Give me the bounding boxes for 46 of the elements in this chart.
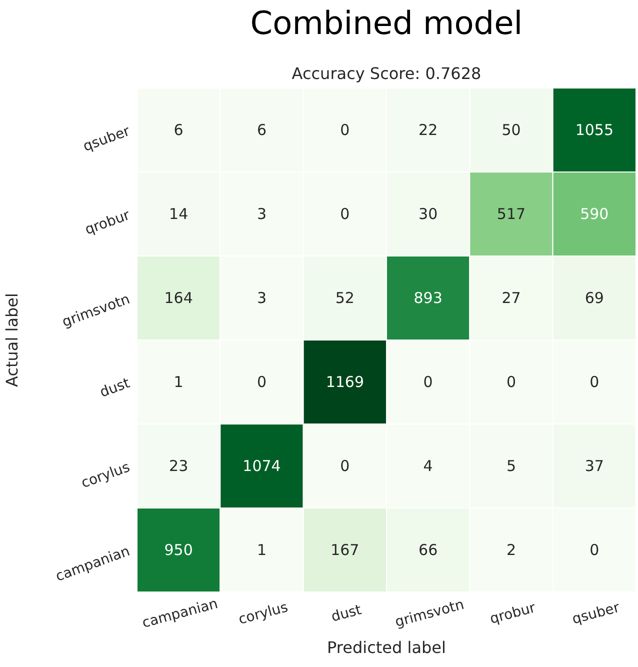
data-label: 164 [164, 289, 193, 307]
data-label: 5 [506, 457, 516, 475]
data-label: 27 [502, 289, 521, 307]
y-axis-title: Actual label [2, 293, 22, 387]
data-label: 14 [169, 205, 188, 223]
data-label: 0 [256, 373, 267, 391]
data-label: 6 [174, 121, 184, 139]
x-tick-label: qrobur [488, 600, 538, 628]
data-label: 517 [496, 205, 526, 223]
data-label: 50 [502, 121, 521, 139]
data-label: 893 [414, 289, 442, 307]
data-label: 2 [506, 541, 516, 559]
data-label: 3 [256, 289, 267, 307]
data-label: 69 [584, 289, 604, 307]
data-label: 167 [330, 541, 360, 559]
data-label: 1 [256, 541, 267, 559]
data-label: 23 [169, 457, 188, 475]
x-axis-title: Predicted label [327, 638, 446, 657]
data-label: 1074 [242, 457, 281, 475]
data-label: 6 [256, 121, 267, 139]
data-label: 1055 [575, 121, 614, 139]
data-label: 22 [418, 121, 438, 139]
data-label: 37 [584, 457, 604, 475]
x-tick-label: corylus [236, 599, 290, 628]
chart-subtitle: Accuracy Score: 0.7628 [290, 64, 482, 83]
data-label: 0 [340, 205, 350, 223]
data-label: 0 [590, 373, 600, 391]
y-tick-label: corylus [79, 459, 132, 492]
data-label: 66 [418, 541, 438, 559]
data-label: 0 [423, 373, 433, 391]
chart-title: Combined model [249, 4, 524, 42]
data-label: 4 [423, 457, 433, 475]
x-tick-label: qsuber [570, 600, 622, 628]
data-label: 0 [340, 457, 350, 475]
data-label: 0 [340, 121, 350, 139]
data-label: 52 [335, 289, 354, 307]
data-label: 950 [164, 541, 193, 559]
data-label: 0 [590, 541, 600, 559]
data-label: 1 [174, 373, 184, 391]
x-tick-label: dust [330, 602, 364, 626]
data-label: 1169 [326, 373, 364, 391]
y-tick-label: dust [98, 375, 133, 401]
data-label: 590 [580, 205, 609, 223]
data-label: 30 [418, 205, 438, 223]
data-label: 0 [506, 373, 516, 391]
data-label: 3 [256, 205, 267, 223]
